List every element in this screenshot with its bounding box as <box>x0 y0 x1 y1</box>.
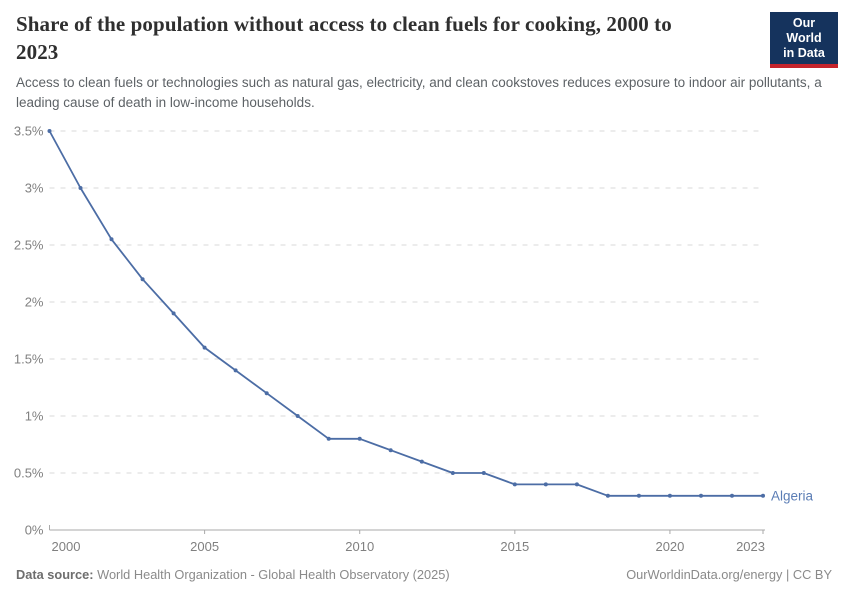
y-tick-label: 2% <box>25 295 44 310</box>
data-point <box>326 436 331 441</box>
y-tick-label: 1% <box>25 409 44 424</box>
data-point <box>605 493 610 498</box>
y-tick-label: 3% <box>25 181 44 196</box>
logo-text-line2: in Data <box>783 46 825 60</box>
entity-label[interactable]: Algeria <box>771 488 814 503</box>
data-point <box>295 414 300 418</box>
data-point <box>512 482 517 487</box>
data-point <box>109 237 114 242</box>
data-source-text: World Health Organization - Global Healt… <box>97 567 450 582</box>
data-source-label: Data source: <box>16 567 94 582</box>
data-point <box>233 368 238 373</box>
y-tick-label: 0.5% <box>14 466 44 481</box>
data-point <box>388 448 393 453</box>
x-tick-label: 2020 <box>655 539 684 554</box>
data-point <box>481 471 486 475</box>
x-tick-label: 2010 <box>345 539 374 554</box>
y-tick-label: 3.5% <box>14 124 44 139</box>
chart-footer: Data source: World Health Organization -… <box>16 567 832 583</box>
data-point <box>699 493 703 498</box>
data-source: Data source: World Health Organization -… <box>16 567 450 583</box>
data-point <box>202 345 207 350</box>
x-tick-label: 2015 <box>500 539 529 554</box>
data-point <box>171 311 176 316</box>
chart-subtitle: Access to clean fuels or technologies su… <box>16 75 822 110</box>
data-point <box>419 459 424 464</box>
data-point <box>357 436 362 441</box>
x-tick-label: 2005 <box>190 539 219 554</box>
data-point <box>264 391 269 396</box>
data-point <box>761 493 765 498</box>
x-tick-label: 2023 <box>736 539 765 554</box>
data-point <box>543 482 548 487</box>
data-point <box>574 482 579 487</box>
data-point <box>667 493 672 498</box>
data-point <box>636 493 641 498</box>
y-tick-label: 2.5% <box>14 238 44 253</box>
chart-title: Share of the population without access t… <box>16 12 672 64</box>
credit-link[interactable]: OurWorldinData.org/energy | CC BY <box>626 567 832 582</box>
data-line <box>48 130 764 497</box>
owid-logo[interactable]: Our World in Data <box>770 12 838 68</box>
x-tick-label: 2000 <box>52 539 81 554</box>
data-point <box>47 129 52 133</box>
data-point <box>140 277 145 282</box>
logo-text-line1: Our World <box>786 16 822 45</box>
data-point <box>730 493 734 498</box>
y-tick-label: 1.5% <box>14 352 44 367</box>
y-tick-label: 0% <box>25 523 44 538</box>
data-point <box>450 471 455 475</box>
data-point <box>78 186 83 190</box>
